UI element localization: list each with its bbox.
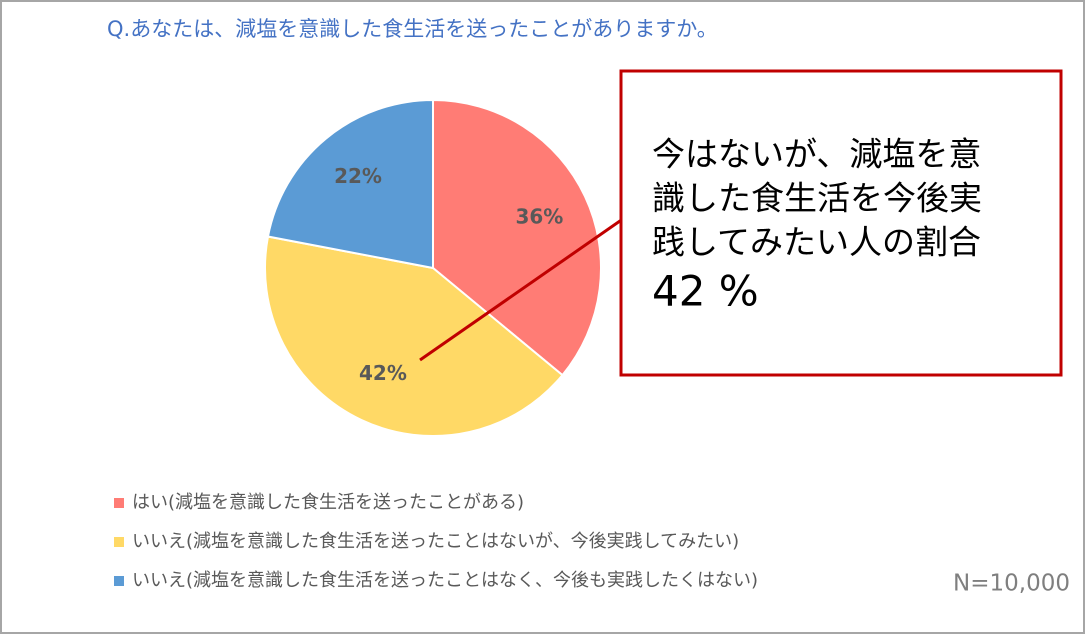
pie-slice: [432, 98, 602, 377]
pie-slice: [266, 98, 434, 270]
callout-value: 42 %: [652, 267, 759, 316]
pie-slice: [264, 235, 564, 437]
callout-text: 践してみたい人の割合: [652, 223, 981, 262]
legend-swatch: [114, 576, 124, 586]
callout-text: 今はないが、減塩を意: [652, 135, 981, 174]
pie: [264, 98, 602, 437]
callout-box: [619, 69, 1063, 377]
chart-title: Q.あなたは、減塩を意識した食生活を送ったことがありますか。: [107, 17, 718, 41]
value-label: 42%: [359, 361, 407, 385]
callout-text: 識した食生活を今後実: [652, 179, 982, 218]
sample-note: N=10,000: [953, 571, 1070, 597]
legend-label: いいえ(減塩を意識した食生活を送ったことはないが、今後実践してみたい): [132, 531, 739, 552]
leader-line: [419, 212, 631, 362]
legend-label: いいえ(減塩を意識した食生活を送ったことはなく、今後も実践したくはない): [132, 570, 758, 591]
legend-swatch: [114, 498, 124, 508]
legend-label: はい(減塩を意識した食生活を送ったことがある): [132, 492, 524, 513]
legend-swatch: [114, 537, 124, 547]
value-label: 22%: [334, 164, 382, 188]
value-label: 36%: [515, 204, 563, 228]
